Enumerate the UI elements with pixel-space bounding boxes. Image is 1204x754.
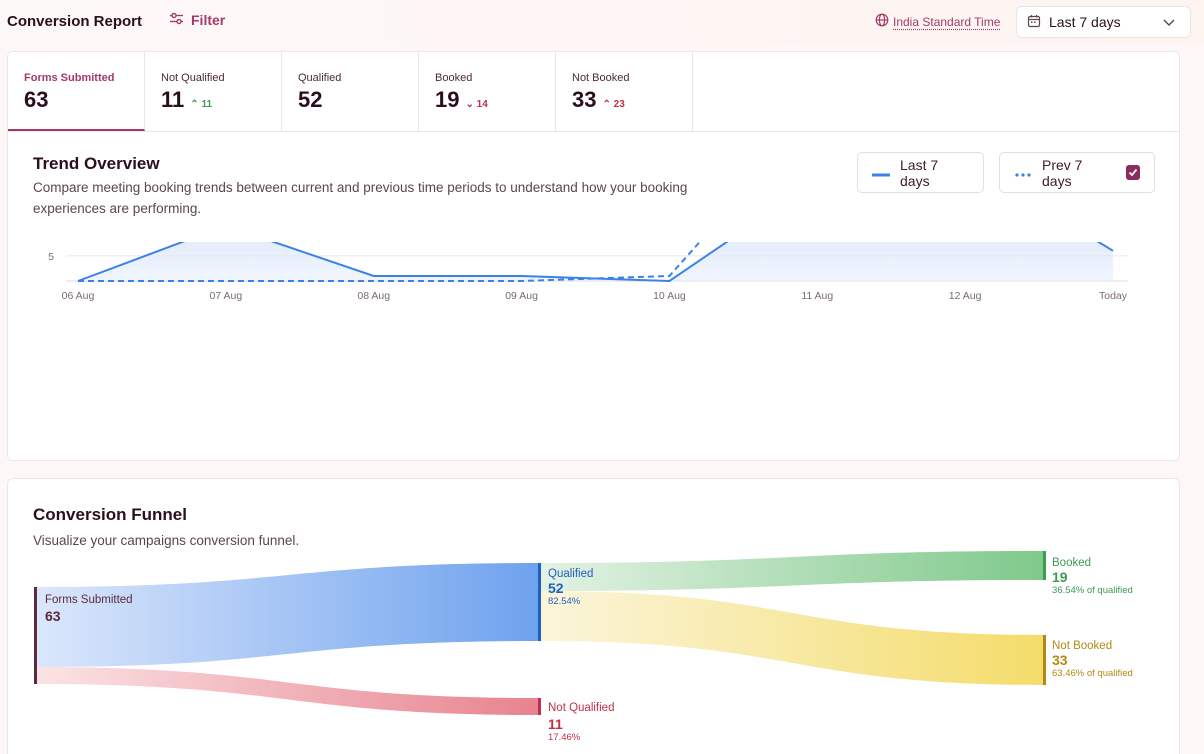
legend-current-toggle[interactable]: Last 7 days bbox=[857, 152, 984, 193]
stat-label: Forms Submitted bbox=[24, 72, 115, 84]
x-tick-label: 07 Aug bbox=[210, 290, 243, 302]
node-label-not-qualified: Not Qualified 11 17.46% bbox=[548, 702, 615, 743]
trend-card: Forms Submitted 63 Not Qualified 11 ⌃ 11… bbox=[7, 51, 1180, 461]
stat-value: 33 bbox=[572, 87, 597, 112]
funnel-card: Conversion Funnel Visualize your campaig… bbox=[7, 478, 1180, 754]
globe-icon bbox=[875, 13, 889, 30]
node-not-booked bbox=[1043, 635, 1046, 685]
stat-delta: ⌄ 14 bbox=[465, 99, 488, 110]
node-label-forms-submitted: Forms Submitted 63 bbox=[45, 594, 133, 624]
y-tick-label: 5 bbox=[48, 251, 54, 263]
series-line-last-7-days bbox=[77, 242, 1114, 283]
series-line-prev-7-days bbox=[78, 242, 702, 282]
checkbox-checked-icon[interactable] bbox=[1125, 165, 1140, 180]
dotted-line-icon bbox=[1014, 165, 1032, 181]
node-label-booked: Booked 19 36.54% of qualified bbox=[1052, 557, 1133, 596]
date-range-value: Last 7 days bbox=[1049, 14, 1121, 30]
stat-tab-forms-submitted[interactable]: Forms Submitted 63 bbox=[8, 52, 145, 131]
caret-up-icon: ⌃ bbox=[602, 99, 611, 110]
flow-qualified-to-booked bbox=[541, 551, 1044, 591]
stat-delta: ⌃ 23 bbox=[602, 99, 625, 110]
stat-label: Booked bbox=[435, 72, 473, 84]
node-forms-submitted bbox=[34, 587, 37, 684]
x-tick-label: 10 Aug bbox=[653, 290, 686, 302]
caret-down-icon: ⌄ bbox=[465, 99, 474, 110]
trend-description: Compare meeting booking trends between c… bbox=[33, 180, 688, 216]
timezone-link[interactable]: India Standard Time bbox=[875, 13, 1000, 30]
node-not-qualified bbox=[538, 698, 541, 715]
caret-up-icon: ⌃ bbox=[190, 99, 199, 110]
node-qualified bbox=[538, 563, 541, 641]
sliders-icon bbox=[169, 12, 184, 28]
chevron-down-icon bbox=[1162, 15, 1176, 32]
x-tick-label: 11 Aug bbox=[801, 290, 833, 302]
stat-value: 63 bbox=[24, 87, 49, 112]
calendar-icon bbox=[1027, 14, 1041, 31]
funnel-title: Conversion Funnel bbox=[33, 505, 187, 524]
flow-forms-to-not-qualified bbox=[36, 667, 538, 715]
date-range-select[interactable]: Last 7 days bbox=[1016, 6, 1191, 38]
page-title: Conversion Report bbox=[7, 13, 143, 30]
node-label-qualified: Qualified 52 82.54% bbox=[548, 568, 594, 607]
legend-previous-toggle[interactable]: Prev 7 days bbox=[999, 152, 1155, 193]
x-tick-label: 06 Aug bbox=[62, 290, 95, 302]
legend-previous-label: Prev 7 days bbox=[1042, 156, 1083, 189]
stat-tab-not-booked[interactable]: Not Booked 33 ⌃ 23 bbox=[556, 52, 693, 131]
x-tick-label: 08 Aug bbox=[357, 290, 390, 302]
stat-value: 19 bbox=[435, 87, 460, 112]
node-booked bbox=[1043, 551, 1046, 580]
funnel-description: Visualize your campaigns conversion funn… bbox=[33, 533, 300, 548]
stat-label: Not Booked bbox=[572, 72, 630, 84]
flow-forms-to-qualified bbox=[36, 563, 538, 667]
node-label-not-booked: Not Booked 33 63.46% of qualified bbox=[1052, 640, 1133, 679]
stat-tab-not-qualified[interactable]: Not Qualified 11 ⌃ 11 bbox=[145, 52, 282, 131]
x-tick-label: 09 Aug bbox=[505, 290, 538, 302]
stat-label: Qualified bbox=[298, 72, 342, 84]
solid-line-icon bbox=[871, 165, 891, 181]
stat-tab-qualified[interactable]: Qualified 52 bbox=[282, 52, 419, 131]
conversion-funnel-sankey bbox=[34, 551, 1046, 715]
x-tick-label: Today bbox=[1099, 290, 1128, 302]
legend-current-label: Last 7 days bbox=[900, 156, 939, 189]
filter-label: Filter bbox=[191, 12, 226, 28]
timezone-label: India Standard Time bbox=[893, 14, 1001, 29]
trend-title: Trend Overview bbox=[33, 154, 160, 173]
series-area-last-7-days bbox=[78, 242, 1113, 281]
stats-tabs: Forms Submitted 63 Not Qualified 11 ⌃ 11… bbox=[8, 52, 1179, 132]
stat-tab-booked[interactable]: Booked 19 ⌄ 14 bbox=[419, 52, 556, 131]
stat-delta: ⌃ 11 bbox=[190, 99, 213, 110]
stat-value: 52 bbox=[298, 87, 323, 112]
stat-value: 11 bbox=[161, 87, 185, 112]
flow-qualified-to-not-booked bbox=[541, 591, 1044, 685]
top-bar: Conversion Report Filter India Standard … bbox=[0, 0, 1204, 44]
filter-button[interactable]: Filter bbox=[169, 12, 225, 28]
x-tick-label: 12 Aug bbox=[949, 290, 982, 302]
stat-label: Not Qualified bbox=[161, 72, 225, 84]
